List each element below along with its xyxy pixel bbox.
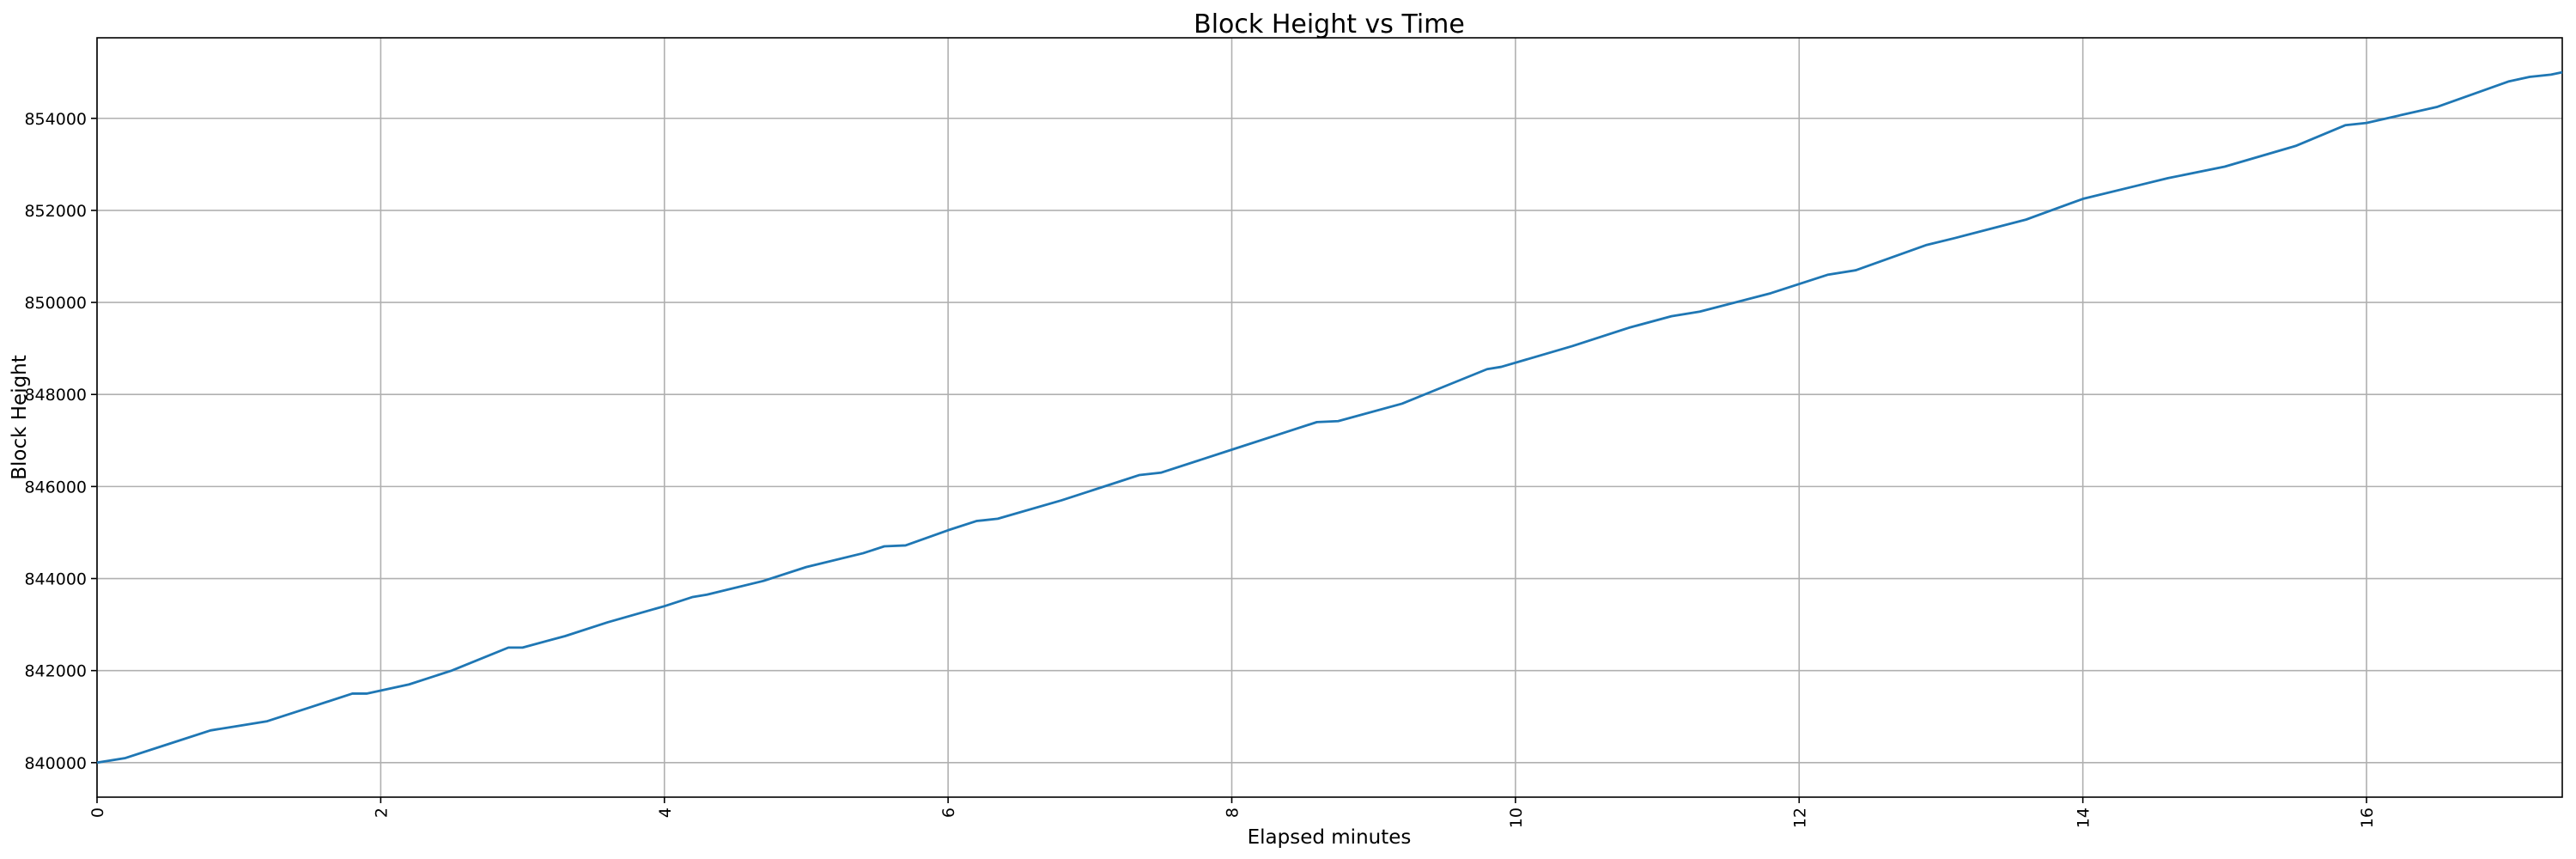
data-line — [96, 70, 2563, 765]
x-tick-label: 6 — [939, 807, 958, 818]
y-tick-label: 844000 — [24, 570, 87, 589]
y-tick-label: 848000 — [24, 386, 87, 405]
x-tick-label: 14 — [2075, 807, 2093, 828]
y-tick-label: 846000 — [24, 478, 87, 497]
chart-title: Block Height vs Time — [1194, 9, 1465, 40]
x-tick-label: 2 — [372, 807, 391, 818]
y-tick-label: 852000 — [24, 202, 87, 221]
x-tick-label: 12 — [1790, 807, 1809, 828]
x-tick-label: 16 — [2358, 807, 2377, 828]
x-tick-label: 0 — [88, 807, 107, 818]
x-tick-label: 10 — [1507, 807, 1526, 828]
x-tick-label: 8 — [1224, 807, 1242, 818]
y-tick-label: 854000 — [24, 110, 87, 129]
plot-frame — [96, 37, 2563, 798]
x-tick-label: 4 — [656, 807, 675, 818]
x-axis-label: Elapsed minutes — [1248, 826, 1412, 849]
y-tick-label: 850000 — [24, 294, 87, 313]
y-tick-label: 842000 — [24, 662, 87, 681]
y-axis-label: Block Height — [9, 355, 31, 480]
y-tick-label: 840000 — [24, 754, 87, 773]
